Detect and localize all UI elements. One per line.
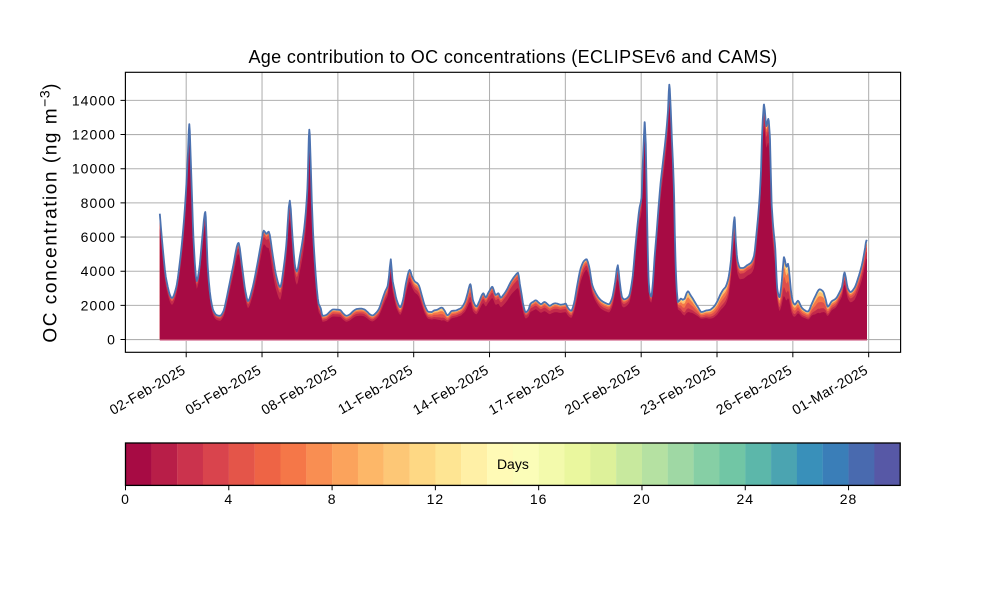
svg-text:16: 16 (530, 491, 548, 507)
svg-text:6000: 6000 (81, 229, 116, 245)
svg-text:8000: 8000 (81, 195, 116, 211)
svg-text:Age contribution to OC concent: Age contribution to OC concentrations (E… (248, 47, 777, 67)
svg-text:14000: 14000 (72, 92, 116, 108)
svg-text:20: 20 (633, 491, 651, 507)
svg-text:0: 0 (107, 332, 116, 348)
svg-text:4: 4 (224, 491, 233, 507)
svg-text:OC concentration (ng m−3): OC concentration (ng m−3) (36, 82, 61, 343)
svg-text:Days: Days (497, 456, 529, 472)
svg-text:12000: 12000 (72, 127, 116, 143)
svg-text:8: 8 (328, 491, 337, 507)
svg-text:2000: 2000 (81, 297, 116, 313)
svg-text:24: 24 (736, 491, 754, 507)
svg-text:10000: 10000 (72, 161, 116, 177)
svg-text:28: 28 (840, 491, 858, 507)
svg-text:12: 12 (427, 491, 445, 507)
svg-text:4000: 4000 (81, 263, 116, 279)
svg-text:0: 0 (121, 491, 130, 507)
